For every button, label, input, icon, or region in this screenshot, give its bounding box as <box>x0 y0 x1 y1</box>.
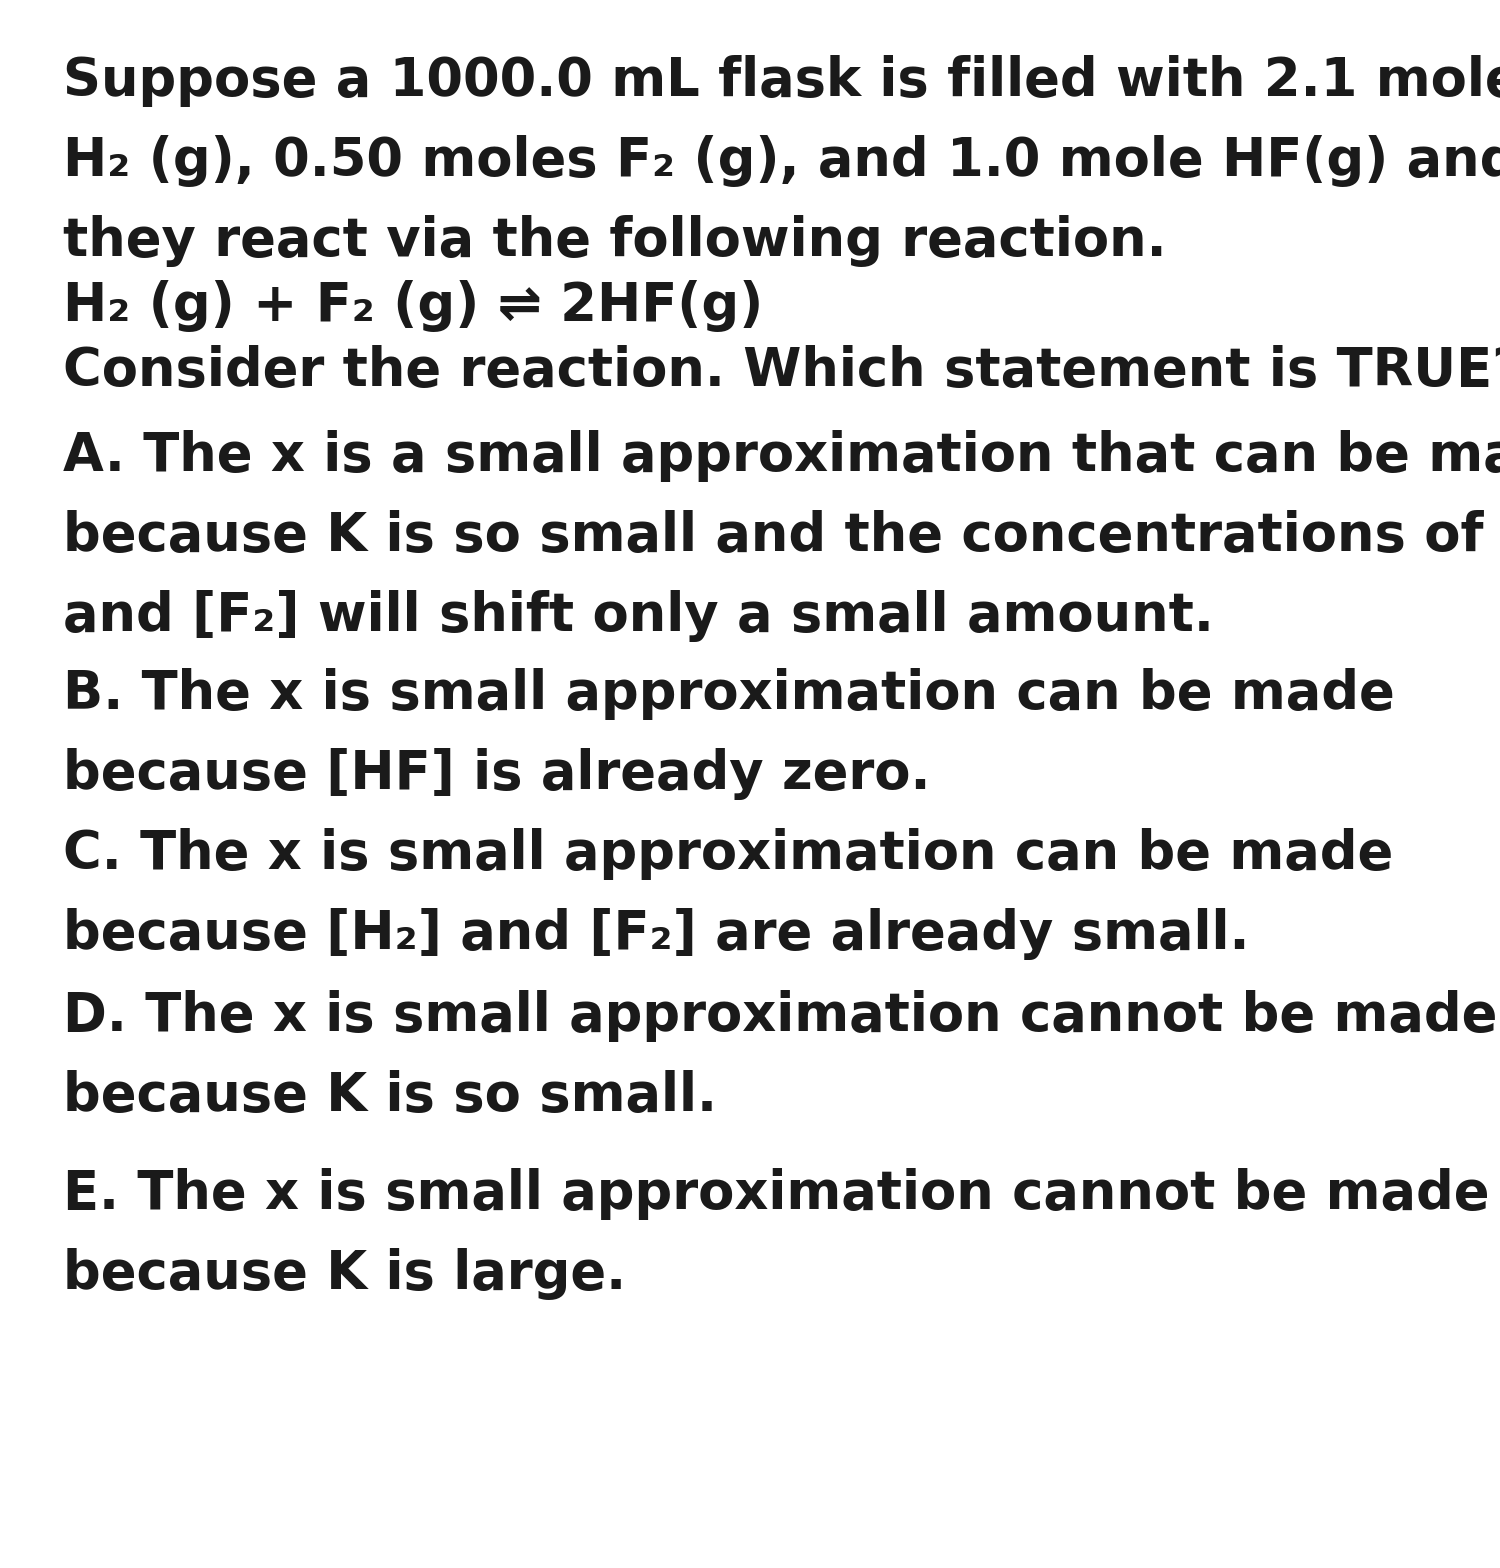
Text: H₂ (g) + F₂ (g) ⇌ 2HF(g): H₂ (g) + F₂ (g) ⇌ 2HF(g) <box>63 281 764 332</box>
Text: because K is so small and the concentrations of [H₂]: because K is so small and the concentrat… <box>63 510 1500 561</box>
Text: they react via the following reaction.: they react via the following reaction. <box>63 215 1167 267</box>
Text: D. The x is small approximation cannot be made: D. The x is small approximation cannot b… <box>63 989 1497 1043</box>
Text: Consider the reaction. Which statement is TRUE?: Consider the reaction. Which statement i… <box>63 345 1500 397</box>
Text: Suppose a 1000.0 mL flask is filled with 2.1 moles: Suppose a 1000.0 mL flask is filled with… <box>63 55 1500 107</box>
Text: because K is so small.: because K is so small. <box>63 1069 717 1123</box>
Text: B. The x is small approximation can be made: B. The x is small approximation can be m… <box>63 668 1395 720</box>
Text: because [H₂] and [F₂] are already small.: because [H₂] and [F₂] are already small. <box>63 908 1250 960</box>
Text: because K is large.: because K is large. <box>63 1248 626 1300</box>
Text: H₂ (g), 0.50 moles F₂ (g), and 1.0 mole HF(g) and: H₂ (g), 0.50 moles F₂ (g), and 1.0 mole … <box>63 135 1500 187</box>
Text: A. The x is a small approximation that can be made: A. The x is a small approximation that c… <box>63 430 1500 481</box>
Text: and [F₂] will shift only a small amount.: and [F₂] will shift only a small amount. <box>63 590 1214 641</box>
Text: because [HF] is already zero.: because [HF] is already zero. <box>63 748 930 800</box>
Text: C. The x is small approximation can be made: C. The x is small approximation can be m… <box>63 828 1394 880</box>
Text: E. The x is small approximation cannot be made: E. The x is small approximation cannot b… <box>63 1168 1490 1220</box>
